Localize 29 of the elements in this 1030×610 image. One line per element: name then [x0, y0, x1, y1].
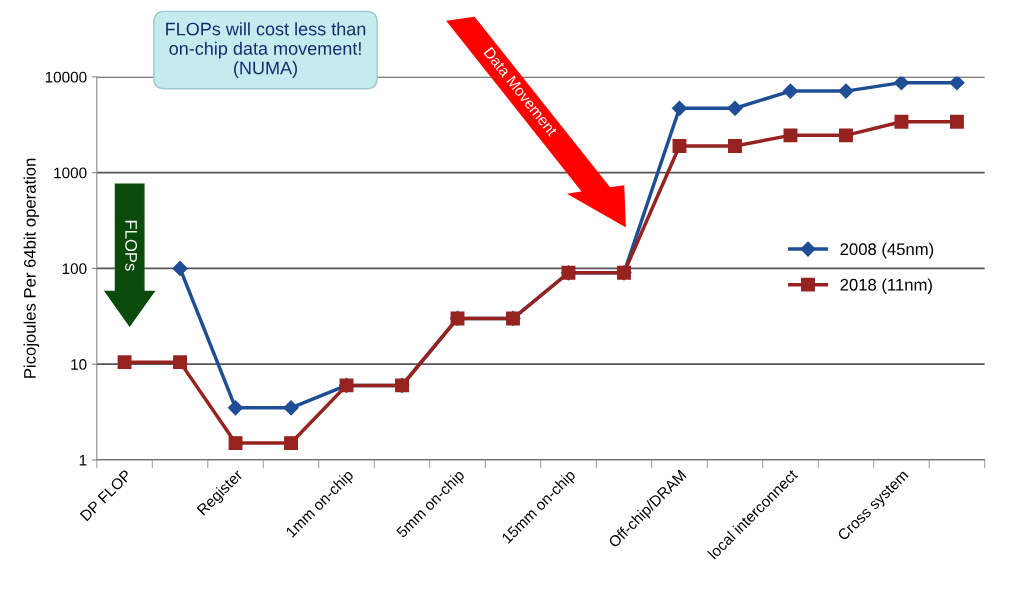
point [172, 260, 188, 276]
point [227, 400, 244, 416]
legend-label: 2008 (45nm) [840, 242, 934, 259]
point [893, 76, 910, 91]
y-tick-label: 1000 [54, 167, 87, 179]
point [839, 128, 853, 143]
point [672, 138, 687, 153]
annotation: FLOPs will cost less than on-chip data movement! (NUMA) [166, 22, 366, 78]
point [671, 100, 688, 116]
point [949, 114, 964, 129]
point [783, 128, 798, 143]
point [284, 436, 298, 451]
point [949, 76, 965, 91]
y-axis-title: Picojoules Per 64bit operation [23, 158, 40, 378]
annotation: FLOPs [125, 220, 137, 271]
point [838, 83, 854, 99]
point [782, 83, 799, 99]
y-tick-label: 1 [79, 454, 87, 466]
y-tick-label: 100 [62, 263, 87, 275]
y-tick-label: 10 [71, 359, 87, 370]
point [283, 400, 299, 416]
point [173, 355, 188, 370]
legend-label: 2018 (11nm) [840, 278, 932, 294]
point [894, 114, 909, 129]
point [728, 138, 742, 153]
point [727, 100, 743, 116]
point [228, 436, 243, 451]
point [117, 355, 132, 370]
y-tick-label: 10000 [45, 71, 87, 83]
